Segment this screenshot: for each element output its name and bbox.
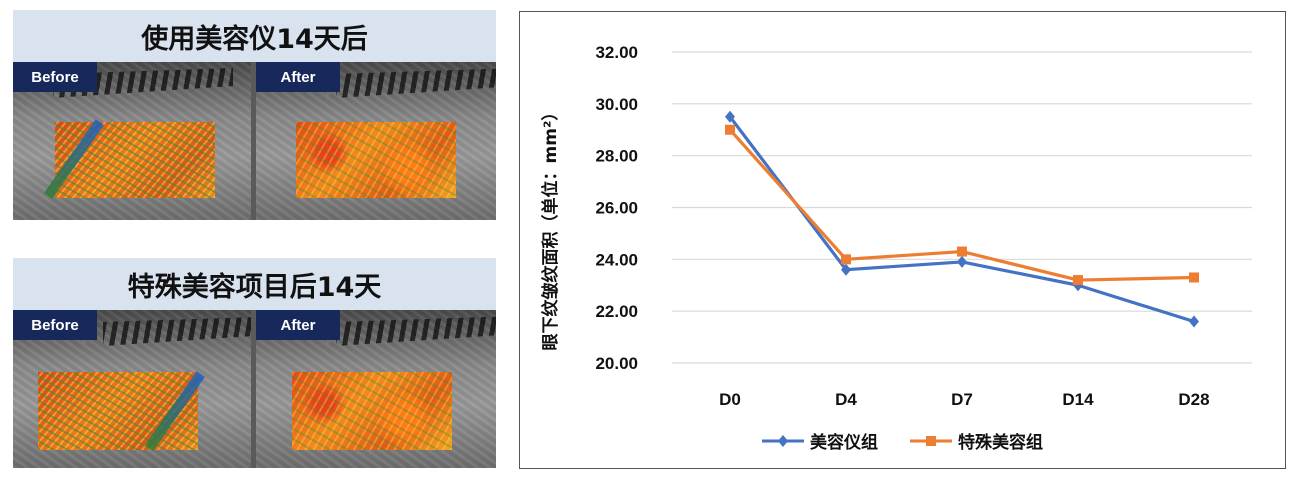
legend-label: 美容仪组 — [810, 433, 878, 453]
comparison-panel-treatment: 特殊美容项目后14天 Before After — [13, 258, 496, 470]
heatmap-streak — [44, 119, 104, 199]
eyelash-shadow — [336, 316, 496, 346]
series-1 — [725, 110, 1199, 328]
eyelash-shadow — [336, 68, 496, 98]
data-point — [725, 110, 735, 123]
x-tick-labels: D0 D4 D7 D14 D28 — [719, 390, 1209, 409]
wrinkle-heatmap — [296, 122, 456, 198]
panel-title: 特殊美容项目后14天 — [13, 258, 496, 310]
legend-item: 美容仪组 — [762, 428, 878, 453]
x-tick-label: D14 — [1062, 390, 1094, 409]
data-point — [725, 124, 735, 135]
after-photo: After — [256, 310, 496, 468]
before-photo: Before — [13, 62, 251, 220]
wrinkle-heatmap — [292, 372, 452, 450]
line-chart-frame: 20.00 22.00 24.00 26.00 28.00 30.00 32.00 D0 D4… — [519, 11, 1286, 469]
gridlines — [672, 51, 1252, 364]
data-point — [1189, 272, 1199, 283]
heatmap-streak — [145, 371, 205, 451]
y-tick-label: 26.00 — [595, 199, 638, 218]
line-chart: 20.00 22.00 24.00 26.00 28.00 30.00 32.00 D0 D4… — [540, 43, 1252, 409]
y-tick-label: 32.00 — [595, 43, 638, 62]
eyelash-shadow — [103, 316, 251, 346]
comparison-panel-device: 使用美容仪14天后 Before After — [13, 10, 496, 222]
data-point — [841, 254, 851, 265]
photo-strip: Before After — [13, 62, 496, 220]
y-tick-label: 20.00 — [595, 354, 638, 373]
y-axis-label: 眼下纹皱纹面积（单位：mm²） — [540, 104, 561, 351]
series-line — [728, 115, 1195, 324]
y-tick-label: 24.00 — [595, 250, 638, 269]
x-tick-label: D0 — [719, 390, 741, 409]
data-point — [957, 255, 967, 268]
panel-title: 使用美容仪14天后 — [13, 10, 496, 62]
data-point — [841, 263, 851, 276]
series-lines — [725, 110, 1199, 328]
y-tick-label: 22.00 — [595, 302, 638, 321]
y-tick-label: 30.00 — [595, 95, 638, 114]
before-label: Before — [13, 310, 97, 340]
data-point — [957, 246, 967, 257]
before-label: Before — [13, 62, 97, 92]
chart-legend: 美容仪组 特殊美容组 — [520, 428, 1285, 453]
wrinkle-heatmap — [38, 371, 205, 451]
x-tick-label: D4 — [835, 390, 857, 409]
before-photo: Before — [13, 310, 251, 468]
after-photo: After — [256, 62, 496, 220]
x-tick-label: D28 — [1178, 390, 1209, 409]
wrinkle-heatmap — [44, 119, 215, 199]
after-label: After — [256, 310, 340, 340]
photo-strip: Before After — [13, 310, 496, 468]
x-tick-label: D7 — [951, 390, 973, 409]
legend-swatch — [762, 434, 804, 447]
y-tick-labels: 20.00 22.00 24.00 26.00 28.00 30.00 32.00 — [595, 43, 638, 373]
data-point — [1073, 275, 1083, 286]
data-point — [1189, 315, 1199, 328]
legend-item: 特殊美容组 — [910, 428, 1043, 453]
legend-swatch — [910, 435, 952, 446]
y-tick-label: 28.00 — [595, 147, 638, 166]
legend-label: 特殊美容组 — [958, 433, 1043, 453]
after-label: After — [256, 62, 340, 92]
series-2 — [725, 124, 1199, 286]
